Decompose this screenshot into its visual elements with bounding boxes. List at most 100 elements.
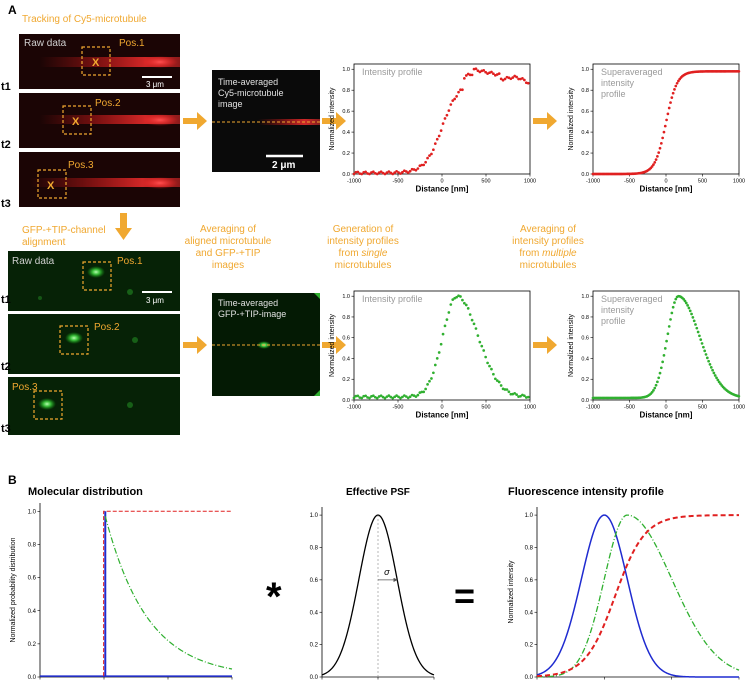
data-point xyxy=(656,380,659,384)
data-point xyxy=(480,344,484,348)
raw-data-label-red: Raw data xyxy=(24,38,67,49)
time-label-green-t2: t2 xyxy=(1,361,11,373)
flow-arrows xyxy=(183,112,557,354)
data-point xyxy=(484,70,487,74)
y-tick-label: 0.6 xyxy=(581,109,589,115)
plot-title: Superaveraged xyxy=(601,67,663,77)
data-point xyxy=(379,394,383,398)
x-tick-label: -500 xyxy=(624,405,635,411)
y-tick-label: 0.4 xyxy=(28,609,37,615)
data-point xyxy=(435,357,439,360)
data-point xyxy=(499,384,503,387)
data-point xyxy=(484,355,487,359)
data-point xyxy=(449,303,453,306)
data-point xyxy=(492,372,495,376)
data-point xyxy=(694,323,697,326)
data-point xyxy=(476,334,480,337)
y-tick-label: 0.2 xyxy=(310,643,319,649)
data-point xyxy=(691,315,695,319)
data-point xyxy=(447,109,451,112)
data-point xyxy=(674,84,678,88)
plot-cy5-superaveraged: -1000 -500 0 500 1000 0.0 0.2 0.4 0.6 0.8 1.0 Dista… xyxy=(568,63,745,194)
data-point xyxy=(663,124,667,128)
y-tick-label: 0.4 xyxy=(581,356,589,362)
x-tick-label: -500 xyxy=(392,179,403,185)
gfp-pos2: Pos.2 xyxy=(94,322,120,333)
y-tick-label: 1.0 xyxy=(342,67,350,73)
data-point xyxy=(495,379,499,382)
data-point xyxy=(439,342,443,346)
caption-generation: Generation of intensity profiles from si… xyxy=(327,224,399,271)
data-point xyxy=(699,338,703,341)
data-point xyxy=(497,72,501,75)
caption-averaging-2: aligned microtubule xyxy=(185,236,272,247)
x-tick-label: -1000 xyxy=(347,405,361,411)
data-point xyxy=(455,295,458,299)
data-point xyxy=(704,353,708,356)
data-point xyxy=(654,158,658,161)
data-point xyxy=(468,73,472,77)
x-tick-label: 0 xyxy=(664,405,667,411)
data-point xyxy=(517,77,520,81)
data-point xyxy=(712,371,716,375)
data-point xyxy=(671,91,675,95)
y-tick-label: 0.4 xyxy=(310,610,319,616)
y-axis-title: Normalized intensity xyxy=(508,560,515,624)
x-tick-label: -500 xyxy=(392,405,403,411)
y-tick-label: 0.2 xyxy=(525,643,534,649)
data-point xyxy=(497,380,501,384)
y-tick-label: 1.0 xyxy=(342,294,350,300)
data-point xyxy=(692,319,696,323)
x-tick-label: 500 xyxy=(481,405,490,411)
data-point xyxy=(700,342,704,345)
y-axis-title: Normalized intensity xyxy=(329,313,336,377)
data-point xyxy=(391,172,395,176)
data-point xyxy=(443,117,447,120)
y-tick-label: 0.0 xyxy=(342,172,350,178)
y-tick-label: 0.4 xyxy=(342,130,350,136)
cy5-marker-2: X xyxy=(72,116,80,128)
time-avg-cy5-line-2: Cy5-microtubule xyxy=(218,88,284,98)
panel-b-label: B xyxy=(8,473,17,487)
data-point xyxy=(435,137,439,141)
y-tick-label: 1.0 xyxy=(28,509,37,515)
data-point xyxy=(737,69,741,73)
data-point xyxy=(503,77,507,81)
scale-3um-red: 3 μm xyxy=(146,80,164,89)
data-point xyxy=(433,363,437,367)
gfp-frame-t2: Pos.2 xyxy=(8,314,180,374)
y-tick-label: 0.2 xyxy=(28,642,37,648)
cy5-pos1: Pos.1 xyxy=(119,38,145,49)
data-point xyxy=(352,172,356,176)
x-tick-label: -1000 xyxy=(347,179,361,185)
data-point xyxy=(490,70,493,74)
y-tick-label: 0.8 xyxy=(342,88,350,94)
data-point xyxy=(472,322,476,326)
y-tick-label: 0.0 xyxy=(310,675,319,681)
data-point xyxy=(666,112,670,116)
x-tick-label: 1000 xyxy=(733,405,745,411)
data-point xyxy=(670,96,674,99)
data-point xyxy=(474,327,478,330)
caption-generation-4: microtubules xyxy=(335,260,392,271)
caption-generation-3: from single xyxy=(339,248,388,259)
plot-frame xyxy=(353,290,531,401)
y-tick-label: 0.6 xyxy=(342,336,350,342)
data-point xyxy=(430,377,433,380)
arrow-right-icon xyxy=(533,336,557,354)
x-tick-label: 500 xyxy=(698,405,707,411)
y-tick-label: 0.8 xyxy=(525,546,534,552)
data-point xyxy=(507,390,511,394)
title-effective-psf: Effective PSF xyxy=(346,487,410,498)
data-point xyxy=(447,311,451,314)
data-point xyxy=(505,388,509,391)
data-point xyxy=(659,366,663,370)
y-tick-label: 1.0 xyxy=(581,294,589,300)
arrow-right-icon xyxy=(183,112,207,130)
data-point xyxy=(443,324,447,328)
convolve-symbol: * xyxy=(266,575,282,619)
data-point xyxy=(408,169,412,173)
data-point xyxy=(383,396,387,400)
data-point xyxy=(375,172,379,176)
time-avg-cy5-line-1: Time-averaged xyxy=(218,77,278,87)
